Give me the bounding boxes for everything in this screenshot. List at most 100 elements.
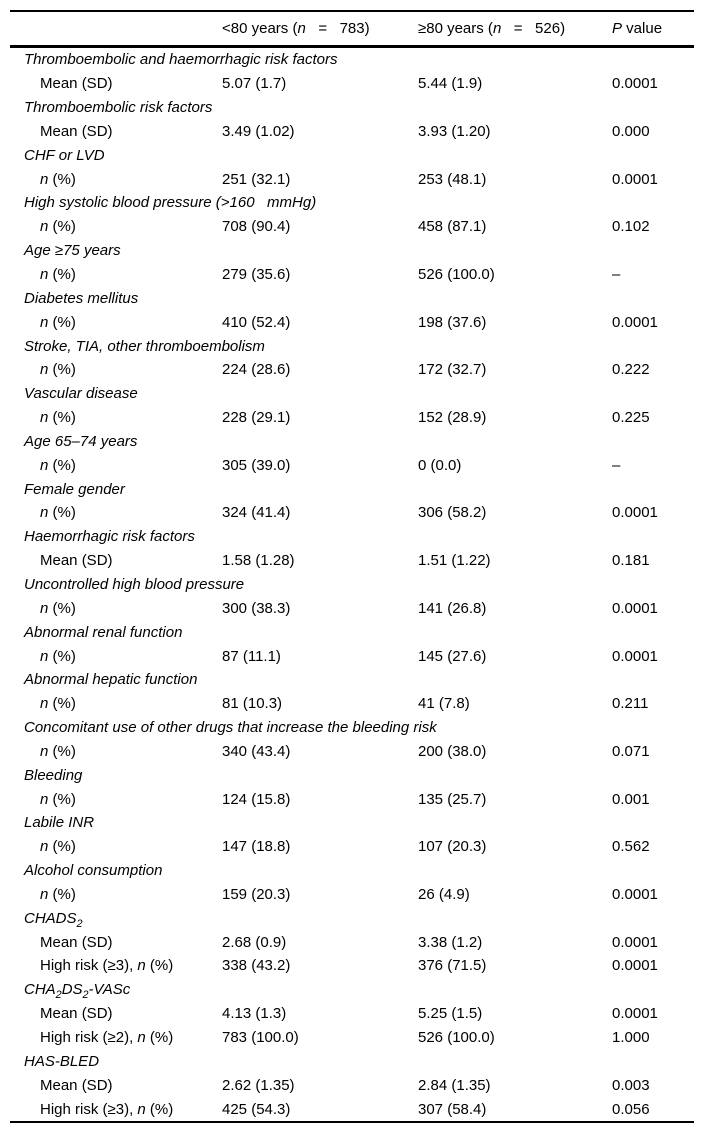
- row-label: Mean (SD): [10, 1077, 222, 1094]
- header-p-value: P value: [612, 20, 694, 37]
- row-label: High risk (≥2), n (%): [10, 1029, 222, 1046]
- table-header: <80 years (n = 783) ≥80 years (n = 526) …: [10, 10, 694, 48]
- label-part: DS: [61, 981, 83, 999]
- row-label: n (%): [10, 218, 222, 235]
- data-row: n (%) 708 (90.4) 458 (87.1) 0.102: [10, 215, 694, 239]
- label-part: n: [40, 695, 49, 713]
- label-part: n: [137, 1029, 146, 1047]
- value-80-and-over: 253 (48.1): [418, 170, 487, 188]
- label-part: n: [40, 266, 49, 284]
- p-value: 0.0001: [612, 313, 658, 331]
- value-80-and-over: 376 (71.5): [418, 957, 487, 975]
- label-part: (%): [48, 313, 76, 331]
- section-row: Female gender: [10, 477, 694, 501]
- row-label: High risk (≥3), n (%): [10, 1101, 222, 1118]
- label-part: 2: [55, 989, 62, 1002]
- p-value: 0.225: [612, 409, 650, 427]
- label-part: n: [137, 957, 146, 975]
- row-label: High systolic blood pressure (>160 mmHg): [10, 194, 694, 211]
- data-row: n (%) 340 (43.4) 200 (38.0) 0.071: [10, 739, 694, 763]
- label-part: Bleeding: [24, 766, 83, 784]
- section-row: Vascular disease: [10, 382, 694, 406]
- row-label: n (%): [10, 695, 222, 712]
- data-row: Mean (SD) 3.49 (1.02) 3.93 (1.20) 0.000: [10, 120, 694, 144]
- row-label: CHADS2: [10, 909, 694, 930]
- label-part: <80 years (: [222, 20, 298, 37]
- label-part: n: [40, 218, 49, 236]
- header-under-80-years: <80 years (n = 783): [222, 20, 418, 37]
- label-part: Haemorrhagic risk factors: [24, 528, 195, 546]
- p-value: 0.000: [612, 122, 650, 140]
- p-value: 0.0001: [612, 75, 658, 93]
- row-label: Female gender: [10, 481, 694, 498]
- value-80-and-over: 172 (32.7): [418, 361, 487, 379]
- value-under-80: 3.49 (1.02): [222, 122, 295, 140]
- value-under-80: 279 (35.6): [222, 266, 291, 284]
- row-label: Abnormal hepatic function: [10, 671, 694, 688]
- p-value: 0.056: [612, 1100, 650, 1118]
- label-part: n: [40, 599, 49, 617]
- label-part: Labile INR: [24, 814, 95, 832]
- value-under-80: 124 (15.8): [222, 790, 291, 808]
- value-under-80: 81 (10.3): [222, 695, 283, 713]
- data-row: n (%) 159 (20.3) 26 (4.9) 0.0001: [10, 883, 694, 907]
- p-value: 0.0001: [612, 957, 658, 975]
- label-part: value: [622, 20, 663, 37]
- p-value: 0.001: [612, 790, 650, 808]
- data-row: n (%) 305 (39.0) 0 (0.0) –: [10, 453, 694, 477]
- row-label: Vascular disease: [10, 385, 694, 402]
- value-under-80: 87 (11.1): [222, 647, 281, 665]
- label-part: (%): [48, 504, 76, 522]
- p-value: 0.0001: [612, 504, 658, 522]
- row-label: Mean (SD): [10, 1005, 222, 1022]
- value-under-80: 783 (100.0): [222, 1029, 299, 1047]
- p-value: 0.003: [612, 1076, 650, 1094]
- label-part: Mean (SD): [40, 552, 113, 570]
- row-label: Alcohol consumption: [10, 862, 694, 879]
- label-part: n: [297, 20, 306, 37]
- label-part: 2: [82, 989, 89, 1002]
- row-label: n (%): [10, 600, 222, 617]
- value-under-80: 425 (54.3): [222, 1100, 291, 1118]
- label-part: n: [40, 313, 49, 331]
- p-value: 1.000: [612, 1029, 650, 1047]
- section-row: High systolic blood pressure (>160 mmHg): [10, 191, 694, 215]
- label-part: CHADS: [24, 909, 77, 927]
- p-value: 0.0001: [612, 170, 658, 188]
- risk-factors-table: <80 years (n = 783) ≥80 years (n = 526) …: [10, 10, 694, 1123]
- label-part: Uncontrolled high blood pressure: [24, 575, 245, 593]
- value-under-80: 2.62 (1.35): [222, 1076, 295, 1094]
- data-row: n (%) 410 (52.4) 198 (37.6) 0.0001: [10, 310, 694, 334]
- data-row: n (%) 147 (18.8) 107 (20.3) 0.562: [10, 835, 694, 859]
- p-value: –: [612, 456, 621, 474]
- label-part: (%): [48, 456, 76, 474]
- label-part: n: [40, 361, 49, 379]
- label-part: CHA: [24, 981, 56, 999]
- value-under-80: 1.58 (1.28): [222, 552, 295, 570]
- label-part: (%): [145, 1100, 174, 1118]
- label-part: n: [40, 885, 49, 903]
- row-label: n (%): [10, 409, 222, 426]
- label-part: n: [40, 456, 49, 474]
- value-80-and-over: 458 (87.1): [418, 218, 487, 236]
- label-part: Mean (SD): [40, 1076, 113, 1094]
- value-80-and-over: 3.38 (1.2): [418, 933, 483, 951]
- data-row: n (%) 324 (41.4) 306 (58.2) 0.0001: [10, 501, 694, 525]
- value-80-and-over: 135 (25.7): [418, 790, 487, 808]
- section-row: CHADS2: [10, 906, 694, 930]
- label-part: Mean (SD): [40, 75, 113, 93]
- label-part: Age 65–74 years: [24, 432, 138, 450]
- data-row: Mean (SD) 1.58 (1.28) 1.51 (1.22) 0.181: [10, 549, 694, 573]
- label-part: (%): [48, 885, 76, 903]
- row-label: HAS-BLED: [10, 1053, 694, 1070]
- label-part: n: [40, 838, 49, 856]
- label-part: (%): [48, 838, 76, 856]
- header-80-years-and-over: ≥80 years (n = 526): [418, 20, 612, 37]
- label-part: High risk (≥2),: [40, 1029, 138, 1047]
- value-under-80: 4.13 (1.3): [222, 1005, 287, 1023]
- label-part: n: [40, 790, 49, 808]
- label-part: n: [40, 504, 49, 522]
- p-value: 0.222: [612, 361, 650, 379]
- p-value: 0.0001: [612, 647, 658, 665]
- label-part: n: [40, 647, 49, 665]
